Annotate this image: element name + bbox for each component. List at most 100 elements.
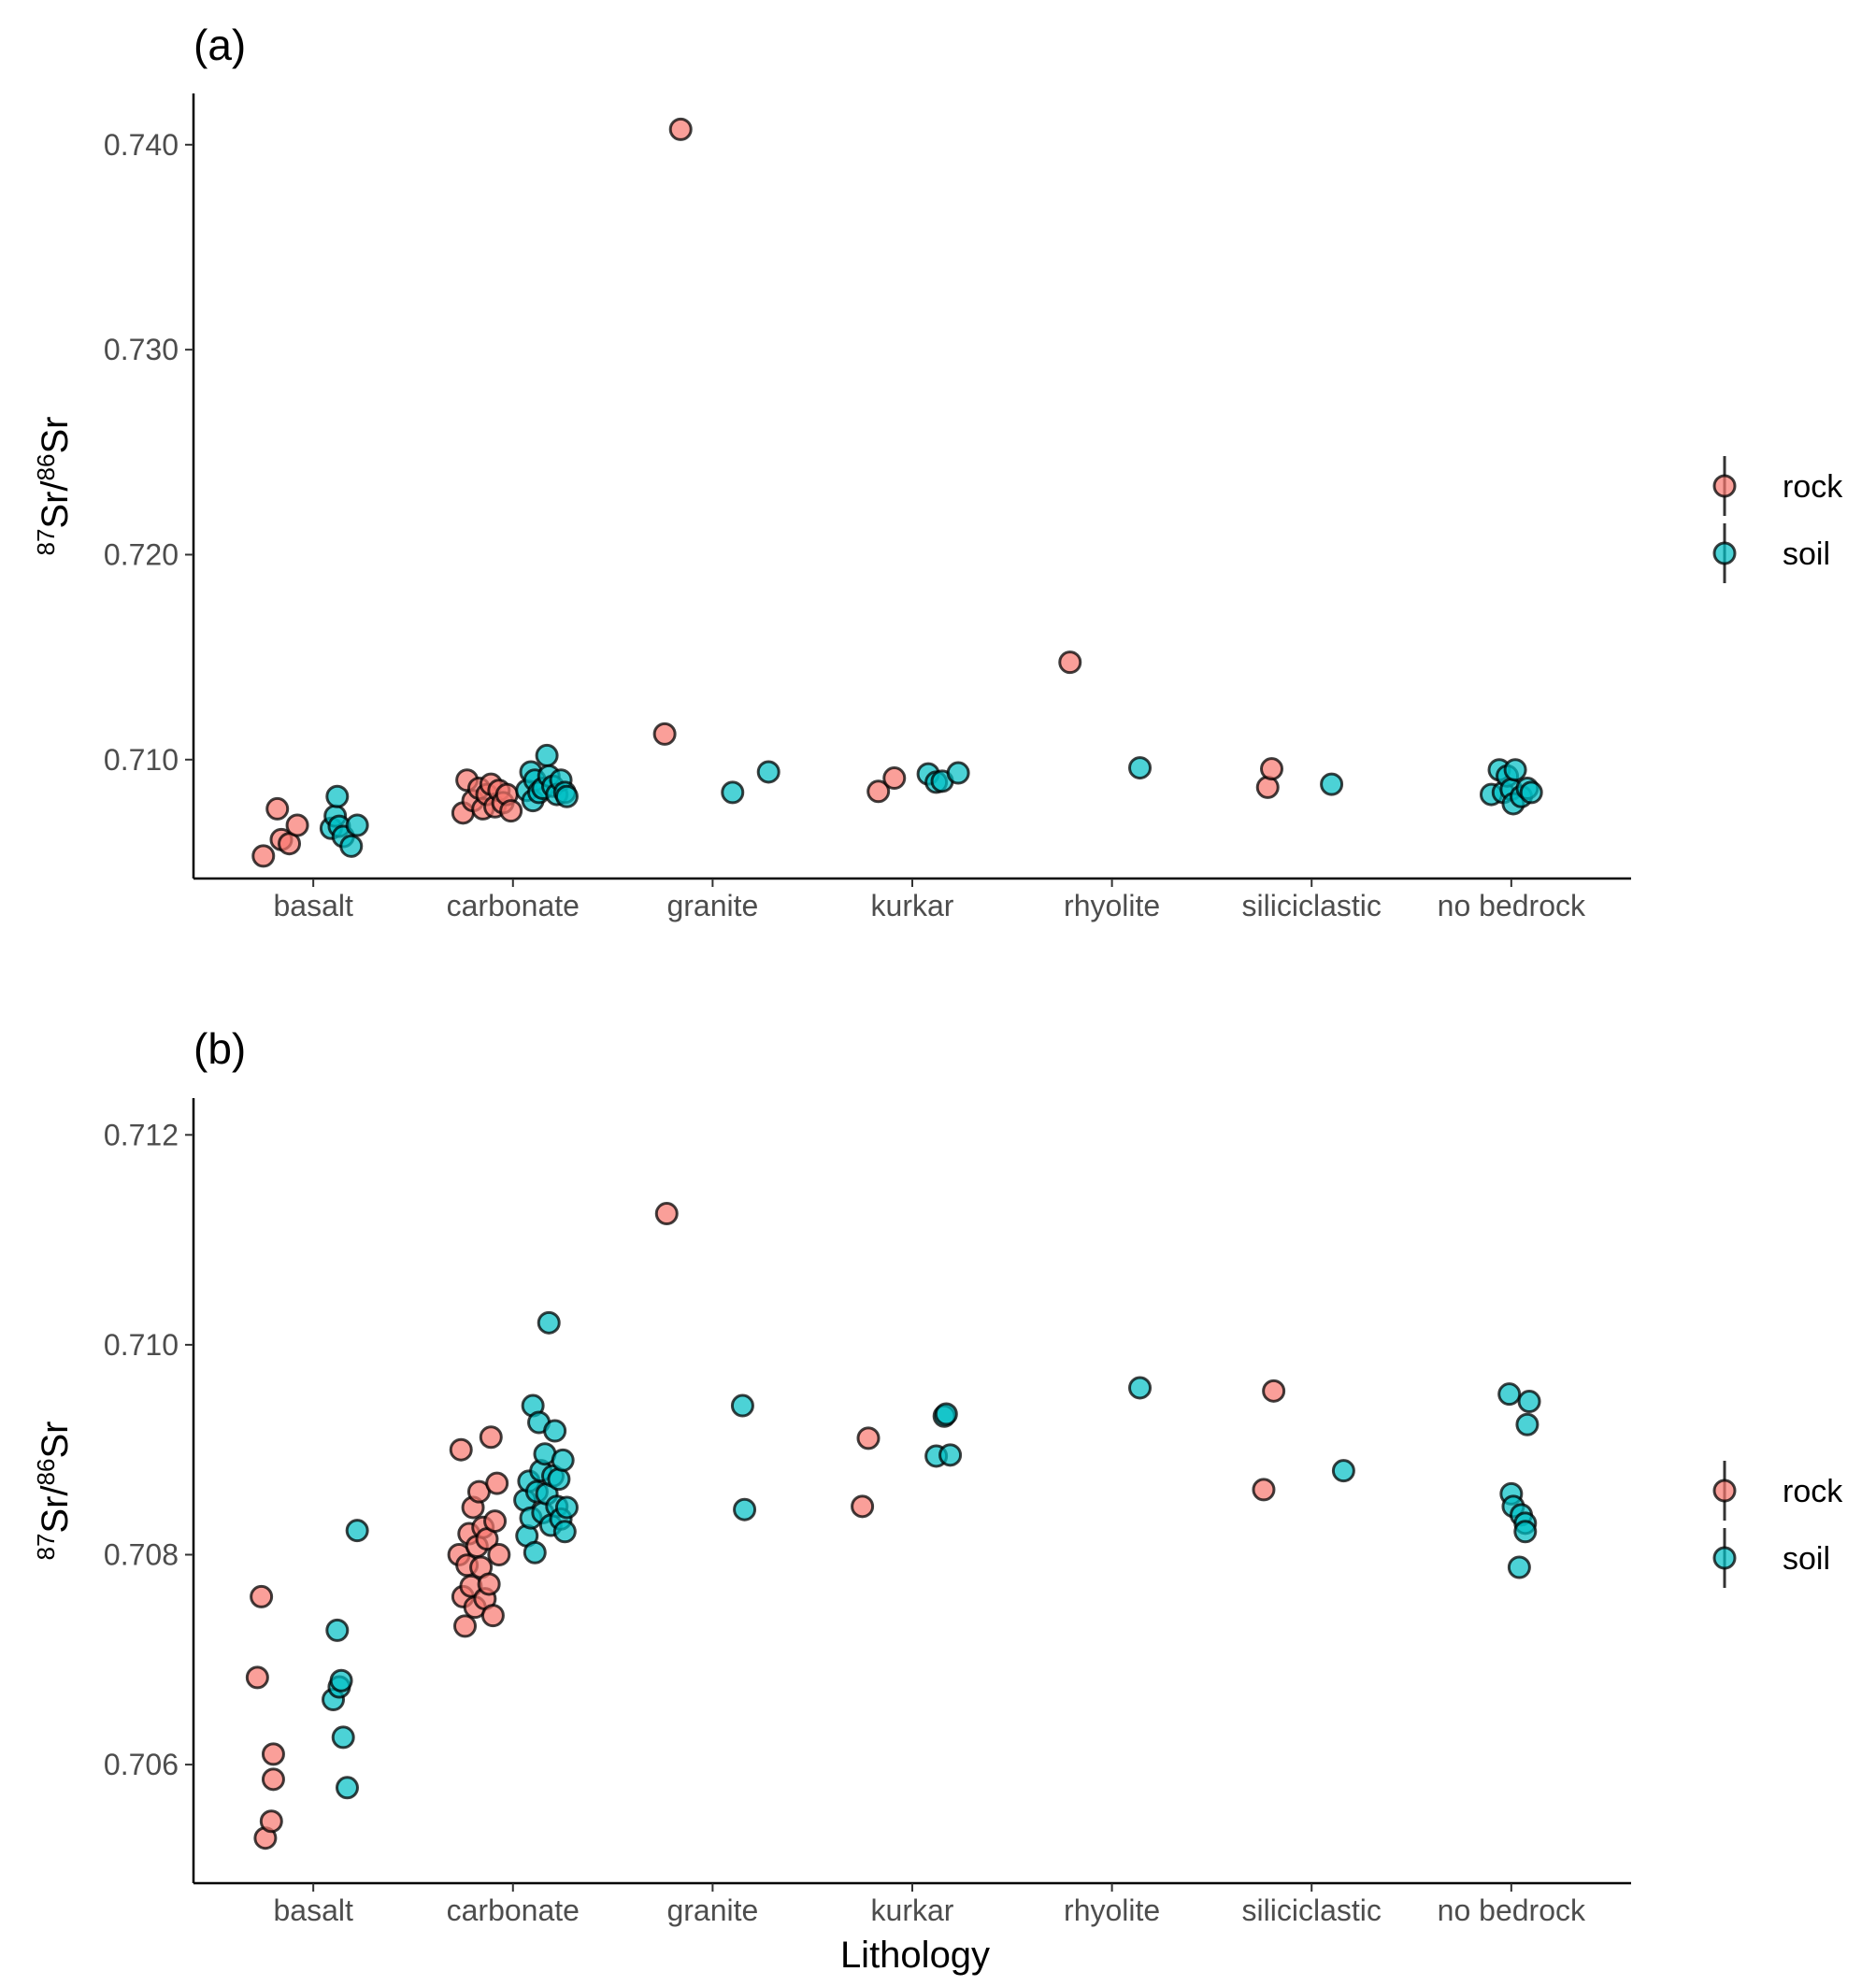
data-point-soil — [1128, 756, 1153, 780]
y-axis-title: 87Sr/86Sr — [32, 1422, 76, 1561]
y-title-sup: 87 — [32, 529, 60, 556]
data-point-soil — [325, 1618, 350, 1642]
data-point-soil — [730, 1393, 754, 1418]
data-point-rock — [251, 844, 276, 868]
data-point-soil — [1128, 1376, 1153, 1400]
data-point-soil — [335, 1776, 359, 1800]
data-point-rock — [245, 1665, 269, 1690]
legend-label: soil — [1783, 1541, 1830, 1577]
data-point-rock — [261, 1767, 285, 1792]
data-point-rock — [1255, 775, 1280, 799]
data-point-rock — [261, 1742, 285, 1766]
x-tick-label: basalt — [273, 889, 353, 922]
data-point-soil — [721, 780, 745, 805]
y-title-part: Sr — [35, 1422, 76, 1459]
legend: rock soil — [1712, 1461, 1843, 1588]
legend-key-point — [1712, 1479, 1737, 1503]
data-point-soil — [554, 784, 579, 808]
data-point-rock — [449, 1437, 473, 1462]
data-point-soil — [1507, 1555, 1531, 1579]
y-tick-label: 0.710 — [104, 743, 179, 777]
legend-key-point — [1712, 1546, 1737, 1570]
data-point-rock — [1260, 757, 1283, 781]
data-point-soil — [552, 1520, 577, 1544]
legend-label: soil — [1783, 536, 1830, 572]
legend: rock soil — [1712, 456, 1843, 583]
x-tick-label: rhyolite — [1064, 889, 1160, 922]
x-tick-label: carbonate — [447, 889, 580, 922]
data-point-rock — [480, 1604, 505, 1628]
x-tick-label: rhyolite — [1064, 1893, 1160, 1927]
panel-title: (b) — [193, 1024, 246, 1073]
x-tick-label: no bedrock — [1438, 1893, 1586, 1927]
data-point-rock — [652, 722, 677, 746]
data-point-rock — [1058, 650, 1082, 675]
data-point-soil — [946, 761, 970, 785]
x-tick-label: kurkar — [871, 1893, 954, 1927]
data-point-rock — [259, 1809, 283, 1834]
data-point-soil — [537, 1310, 561, 1335]
y-title-sup: 86 — [32, 454, 60, 481]
data-point-rock — [265, 796, 290, 821]
data-point-soil — [1517, 1390, 1541, 1414]
y-title-sup: 87 — [32, 1534, 60, 1561]
data-point-soil — [934, 1402, 958, 1426]
series-rock — [251, 117, 1283, 868]
panel-b: (b) 0.706 0.708 0.710 0.712 basalt carbonate gr… — [32, 1024, 1843, 1976]
x-axis-title: Lithology — [840, 1935, 990, 1976]
y-tick-label: 0.710 — [104, 1328, 179, 1362]
data-point-rock — [1252, 1478, 1276, 1502]
y-tick-label: 0.720 — [104, 537, 179, 571]
panel-a: (a) 0.710 0.720 0.730 0.740 basalt carbonate gr… — [32, 21, 1843, 922]
data-point-soil — [551, 1448, 575, 1472]
y-tick-label: 0.712 — [104, 1118, 179, 1151]
x-tick-label: granite — [666, 889, 758, 922]
data-point-soil — [938, 1443, 963, 1467]
panel-title: (a) — [193, 21, 246, 69]
data-point-soil — [1515, 1412, 1539, 1436]
data-point-rock — [851, 1494, 875, 1519]
x-tick-label: basalt — [273, 1893, 353, 1927]
data-point-soil — [1497, 1382, 1522, 1407]
data-point-soil — [345, 1519, 369, 1543]
data-point-rock — [477, 1572, 501, 1596]
y-tick-label: 0.708 — [104, 1538, 179, 1572]
data-point-soil — [329, 1668, 353, 1693]
x-tick-label: siliciclastic — [1242, 1893, 1382, 1927]
series-soil — [319, 743, 1543, 858]
data-point-soil — [345, 813, 369, 837]
y-title-sup: 86 — [32, 1459, 60, 1486]
data-point-soil — [331, 1725, 355, 1750]
data-point-rock — [479, 1425, 503, 1450]
data-point-soil — [1513, 1520, 1538, 1544]
data-point-rock — [483, 1509, 508, 1534]
y-tick-label: 0.706 — [104, 1748, 179, 1781]
series-soil — [322, 1310, 1541, 1800]
legend-key-point — [1712, 474, 1737, 498]
y-axis-title: 87Sr/86Sr — [32, 417, 76, 556]
data-point-soil — [1331, 1459, 1355, 1483]
y-title-part: Sr/ — [35, 480, 76, 529]
data-point-rock — [250, 1584, 274, 1608]
data-point-soil — [1503, 758, 1527, 782]
data-point-rock — [453, 1614, 478, 1638]
data-point-rock — [1262, 1379, 1286, 1403]
data-point-soil — [339, 834, 364, 858]
data-point-soil — [523, 1540, 547, 1565]
data-point-soil — [543, 1419, 567, 1443]
legend-key-point — [1712, 541, 1737, 565]
data-point-soil — [756, 760, 780, 784]
y-tick-label: 0.740 — [104, 128, 179, 162]
y-title-part: Sr — [35, 417, 76, 454]
data-point-soil — [535, 743, 559, 767]
legend-label: rock — [1783, 1474, 1843, 1509]
series-rock — [245, 1202, 1286, 1850]
y-title-part: Sr/ — [35, 1485, 76, 1534]
legend-label: rock — [1783, 469, 1843, 505]
data-point-rock — [285, 813, 309, 837]
data-point-rock — [882, 766, 907, 791]
data-point-rock — [856, 1426, 881, 1450]
x-tick-label: carbonate — [447, 1893, 580, 1927]
data-point-soil — [325, 784, 350, 808]
data-point-rock — [499, 799, 523, 823]
